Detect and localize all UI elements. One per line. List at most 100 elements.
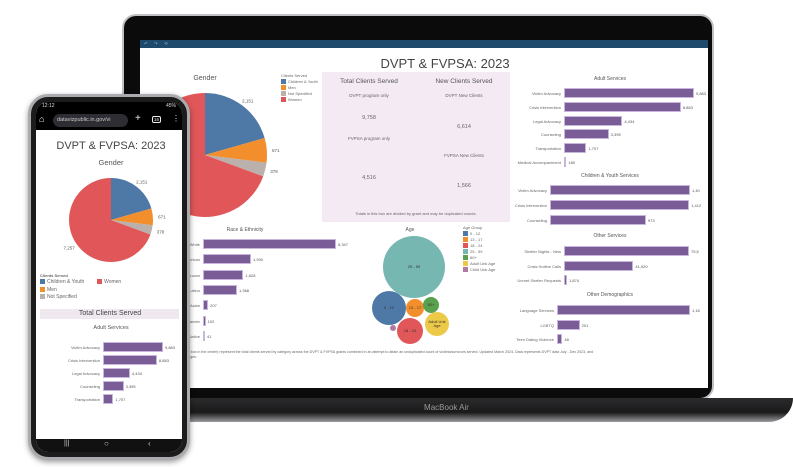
bar-value: 75,5 [691, 249, 699, 254]
pie-slice-not-specified[interactable] [111, 220, 153, 235]
url-bar[interactable]: datavizpublic.in.gov/vi [53, 114, 128, 127]
legend-label: Not Specified [47, 294, 77, 300]
pie-slice-men[interactable] [205, 137, 267, 163]
revert-icon[interactable]: ⟲ [164, 41, 168, 46]
bar[interactable] [103, 394, 114, 404]
recent-apps-icon[interactable]: ||| [64, 440, 70, 447]
pie-label: 7,257 [64, 245, 76, 250]
children-services-title: Children & Youth Services [581, 173, 639, 179]
bar[interactable] [557, 305, 690, 315]
bar[interactable] [550, 200, 690, 210]
bar[interactable] [203, 300, 209, 311]
new-tab-icon[interactable]: + [135, 113, 141, 124]
age-bubble[interactable]: 60+ [423, 297, 439, 313]
other-demographics-title: Other Demographics [586, 292, 634, 298]
age-bubble[interactable]: 13 - 17 [406, 299, 424, 317]
clock: 12:12 [42, 103, 55, 109]
age-bubble[interactable]: Adult Unk Age [425, 312, 449, 336]
bar-label: Counseling [79, 384, 100, 389]
bar-value: 180 [568, 160, 576, 165]
bar-label: Asian [189, 303, 200, 309]
bar-label: Transportation [535, 146, 561, 152]
home-icon[interactable]: ⌂ [39, 114, 45, 124]
pie-label: 378 [157, 229, 165, 234]
bar[interactable] [203, 330, 205, 341]
back-icon[interactable]: ‹ [148, 439, 151, 448]
bar-value: 3,395 [125, 384, 136, 389]
pie-slice-children-youth[interactable] [205, 93, 265, 155]
pie-slice-children-youth[interactable] [111, 178, 152, 220]
bar[interactable] [557, 319, 580, 330]
tabs-icon[interactable]: 16 [152, 116, 162, 123]
legend-item: 25 - 59 [463, 249, 495, 255]
bar[interactable] [550, 215, 646, 225]
bar-value: 9,883 [165, 345, 176, 350]
phone-gender-legend: Children & Youth Men Not Specified Women [40, 279, 130, 302]
legend-label: 25 - 59 [470, 249, 483, 254]
bar[interactable] [103, 368, 130, 378]
bar[interactable] [203, 315, 206, 326]
bar[interactable] [103, 342, 163, 352]
bar[interactable] [550, 185, 690, 195]
age-bubble[interactable]: 25 - 59 [383, 236, 445, 298]
bar[interactable] [564, 275, 568, 285]
home-button-icon[interactable]: ○ [104, 439, 109, 448]
age-bubble[interactable]: 0 - 12 [372, 291, 406, 325]
age-bubble[interactable] [390, 325, 396, 331]
pie-slice-men[interactable] [111, 208, 153, 226]
bar[interactable] [203, 269, 244, 280]
menu-icon[interactable]: ⋮ [172, 114, 180, 123]
age-bubble[interactable]: 18 - 24 [397, 318, 423, 344]
bar[interactable] [103, 355, 157, 365]
legend-item: Men [281, 85, 318, 91]
phone-total-band: Total Clients Served [40, 309, 179, 319]
legend-swatch [463, 249, 468, 255]
bar-value: 207 [210, 303, 217, 309]
legend-swatch [463, 237, 468, 243]
phone-gender-pie-chart: 2,151 671 378 7,257 [64, 178, 166, 262]
bar[interactable] [564, 143, 587, 154]
undo-icon[interactable]: ↶ [144, 41, 148, 46]
legend-item: Not Specified [281, 91, 318, 97]
pie-label: 671 [272, 148, 280, 153]
bubble-label: 60+ [427, 301, 435, 307]
bubble-label: 13 - 17 [408, 304, 422, 310]
totals-note: Totals in this box are divided by grant … [355, 211, 477, 216]
bar[interactable] [564, 260, 634, 271]
battery-level: 45% [165, 103, 176, 109]
redo-icon[interactable]: ↷ [154, 41, 158, 46]
bar-label: Legal Advocacy [71, 371, 100, 376]
legend-swatch [97, 279, 103, 285]
bar-value: 1,412 [691, 203, 702, 208]
pie-slice-not-specified[interactable] [205, 155, 267, 177]
status-bar: 12:12 45% [36, 102, 182, 111]
bubble-label: Adult Unk Age [428, 318, 446, 328]
dvpt-label: DVPT program only [349, 93, 389, 98]
laptop-brand: MacBook Air [424, 403, 469, 412]
bar[interactable] [103, 381, 124, 391]
bar[interactable] [564, 88, 694, 98]
race-title: Race & Ethnicity [226, 227, 264, 233]
bar[interactable] [203, 254, 251, 265]
browser-bar: ⌂ datavizpublic.in.gov/vi + 16 ⋮ [36, 111, 182, 130]
bar-value: 4,434 [624, 118, 635, 124]
legend-label: 13 - 17 [470, 237, 483, 242]
bar[interactable] [203, 284, 238, 295]
bar[interactable] [564, 246, 689, 256]
bar-label: Crisis Hotline Calls [527, 263, 561, 269]
bar[interactable] [564, 157, 567, 167]
gender-legend: Children & Youth Men Not Specified Women [281, 79, 318, 103]
dvpt-new-value: 6,614 [457, 124, 471, 130]
bar[interactable] [564, 129, 609, 140]
bar-value: 1,18 [692, 308, 700, 313]
bar[interactable] [564, 101, 681, 112]
legend-swatch [463, 231, 468, 237]
legend-item: Child Unk Age [463, 267, 495, 273]
bar[interactable] [564, 115, 623, 126]
bar[interactable] [203, 239, 336, 249]
bar[interactable] [557, 334, 563, 344]
pie-slice-women[interactable] [68, 178, 151, 262]
legend-item: 0 - 12 [463, 231, 495, 237]
age-title: Age [405, 227, 415, 233]
phone-gender-title: Gender [98, 158, 124, 167]
